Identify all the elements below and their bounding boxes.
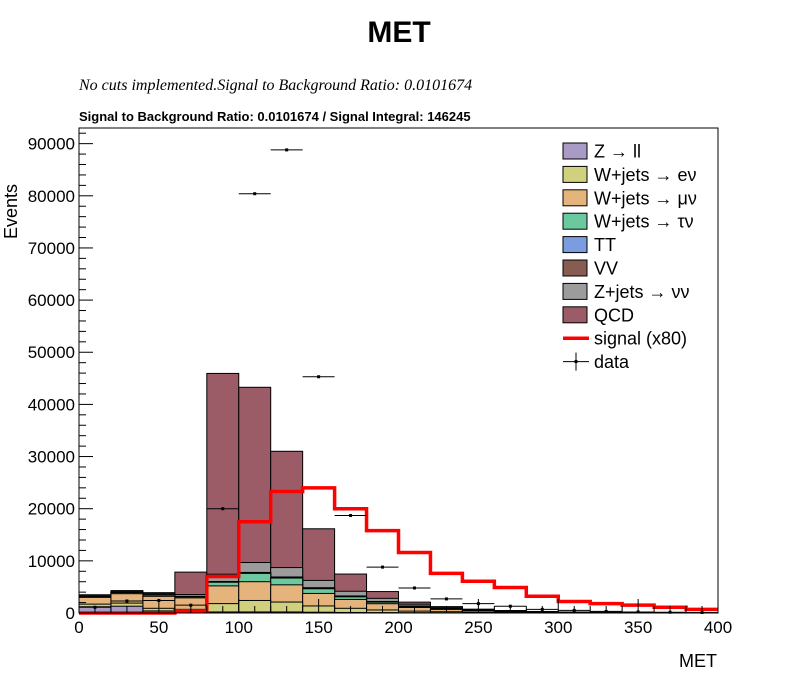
legend-swatch	[562, 142, 588, 160]
data-point-8	[334, 513, 367, 517]
legend-label: W+jets → eν	[594, 165, 697, 185]
legend-swatch	[562, 212, 588, 230]
legend-entry-w-jets: W+jets → μν	[562, 188, 697, 208]
legend-label: VV	[594, 259, 618, 279]
legend-swatch	[562, 282, 588, 300]
legend-label: TT	[594, 235, 616, 255]
x-tick-label: 200	[384, 618, 412, 637]
y-tick-label: 50000	[28, 343, 75, 362]
legend-entry-z-ll: Z → ll	[562, 142, 641, 162]
y-tick-label: 90000	[28, 135, 75, 154]
y-tick-label: 0	[66, 604, 75, 623]
y-tick-label: 10000	[28, 552, 75, 571]
stack-bars-layer	[78, 372, 719, 614]
signal-line	[79, 486, 718, 615]
legend-label: W+jets → τν	[594, 212, 694, 232]
legend-label: Z+jets → νν	[594, 282, 690, 302]
data-point-10	[398, 586, 431, 590]
x-tick-label: 50	[149, 618, 168, 637]
legend-entry-data: data	[563, 352, 630, 372]
data-point-4	[206, 507, 239, 511]
legend-entry-tt: TT	[562, 235, 616, 255]
legend-label: W+jets → μν	[594, 188, 697, 208]
y-axis-label: Events	[1, 184, 21, 239]
x-tick-label: 300	[544, 618, 572, 637]
legend-entry-w-jets: W+jets → τν	[562, 212, 694, 232]
signal-line-layer	[79, 486, 718, 615]
legend-entry-vv: VV	[562, 259, 618, 279]
x-tick-label: 350	[624, 618, 652, 637]
legend-swatch	[562, 259, 588, 277]
x-tick-label: 150	[304, 618, 332, 637]
x-tick-label: 400	[704, 618, 732, 637]
x-tick-label: 0	[74, 618, 83, 637]
x-axis-label: MET	[679, 651, 717, 671]
y-tick-label: 80000	[28, 187, 75, 206]
x-tick-label: 250	[464, 618, 492, 637]
legend-entry-signal-x80: signal (x80)	[563, 329, 687, 349]
legend-swatch	[562, 189, 588, 207]
legend-swatch	[562, 306, 588, 324]
legend-label: data	[594, 352, 630, 372]
chart-title: MET	[367, 16, 430, 49]
legend-swatch	[562, 236, 588, 254]
y-tick-label: 30000	[28, 448, 75, 467]
y-tick-label: 70000	[28, 239, 75, 258]
data-point-7	[302, 375, 335, 379]
legend-entry-qcd: QCD	[562, 305, 634, 325]
legend-entry-w-jets-e: W+jets → eν	[562, 165, 697, 185]
data-point-11	[430, 597, 463, 601]
legend-swatch	[562, 165, 588, 183]
x-tick-label: 100	[225, 618, 253, 637]
data-point-3	[174, 603, 207, 607]
data-point-5	[238, 192, 271, 196]
y-tick-label: 60000	[28, 291, 75, 310]
legend: Z → ll W+jets → eν W+jets → μν W+jets → τν T…	[562, 142, 697, 372]
legend-label: Z → ll	[594, 142, 641, 162]
data-point-6	[270, 148, 303, 152]
chart-subtitle: No cuts implemented.Signal to Background…	[78, 77, 472, 94]
data-point-9	[366, 565, 399, 569]
data-point-1	[110, 599, 143, 603]
legend-label: QCD	[594, 305, 634, 325]
legend-entry-z-jets: Z+jets → νν	[562, 282, 690, 302]
legend-label: signal (x80)	[594, 329, 687, 349]
legend-swatch	[574, 360, 578, 364]
axes-layer: 0 10000 20000 30000 40000 50000 60000 70000 8000…	[28, 132, 732, 637]
inner-title: Signal to Background Ratio: 0.0101674 / …	[79, 109, 471, 124]
y-tick-label: 20000	[28, 500, 75, 519]
y-tick-label: 40000	[28, 395, 75, 414]
